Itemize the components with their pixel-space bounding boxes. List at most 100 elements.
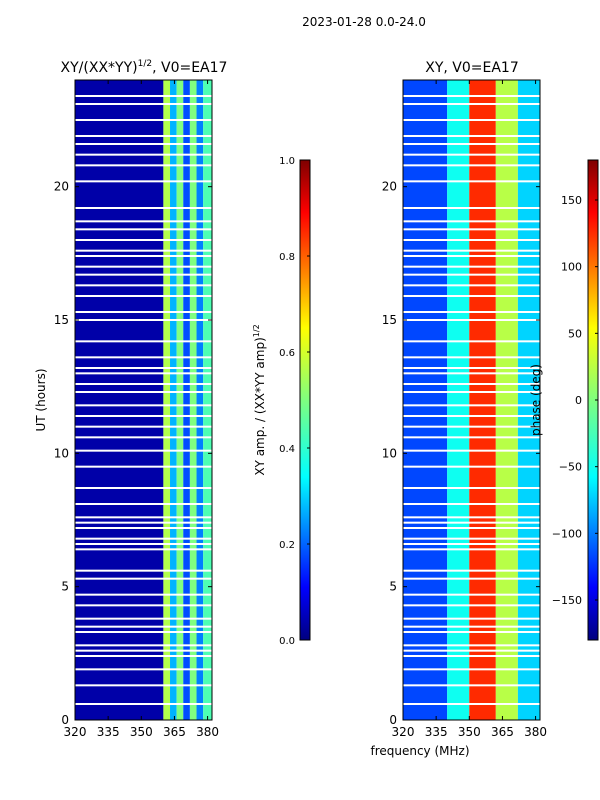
flagged-row [75, 340, 212, 343]
left-panel-title: XY/(XX*YY)1/2, V0=EA17 [61, 59, 228, 76]
heatmap-cell [203, 80, 212, 720]
flagged-row [403, 153, 540, 156]
colorbar-tick-label: 0.6 [279, 348, 295, 359]
flagged-row [403, 367, 540, 369]
left-colorbar-label: XY amp. / (XX*YY amp)1/2 [252, 324, 267, 475]
y-tick-label: 0 [389, 713, 397, 727]
flagged-row [75, 143, 212, 145]
y-tick-label: 5 [61, 580, 69, 594]
flagged-row [75, 684, 212, 687]
heatmap-cell [189, 80, 197, 720]
colorbar-tick-label: 150 [561, 194, 582, 207]
flagged-row [403, 436, 540, 439]
flagged-row [403, 319, 540, 321]
flagged-row [75, 703, 212, 705]
x-tick-label: 320 [64, 725, 87, 739]
flagged-row [75, 164, 212, 167]
flagged-row [75, 604, 212, 607]
flagged-row [75, 295, 212, 297]
x-tick-label: 350 [130, 725, 153, 739]
flagged-row [75, 220, 212, 223]
right-colorbar: −150 −100 −50 0 50 100 150 phase (deg) [529, 159, 599, 641]
colorbar-tick-label: 0 [575, 394, 582, 407]
flagged-row [403, 521, 540, 524]
flagged-row [75, 548, 212, 551]
left-colorbar: 0.0 0.2 0.4 0.6 0.8 1.0 XY amp. / (XX*YY amp)… [252, 156, 311, 647]
flagged-row [75, 449, 212, 452]
flagged-row [403, 655, 540, 657]
flagged-row [75, 617, 212, 620]
flagged-row [403, 593, 540, 596]
colorbar-tick-label: 0.0 [279, 636, 295, 647]
flagged-row [403, 135, 540, 137]
flagged-row [75, 207, 212, 209]
left-plot-frame [74, 79, 213, 721]
flagged-row [403, 644, 540, 647]
left-flagged-rows [75, 95, 212, 705]
colorbar-tick-label: 100 [561, 261, 582, 274]
flagged-row [403, 356, 540, 359]
flagged-row [75, 153, 212, 156]
colorbar-tick-label: 0.8 [279, 252, 295, 263]
x-tick-label: 335 [425, 725, 448, 739]
flagged-row [75, 383, 212, 385]
flagged-row [403, 249, 540, 252]
heatmap-cell [176, 80, 184, 720]
flagged-row [75, 569, 212, 572]
flagged-row [75, 668, 212, 671]
heatmap-cell [75, 80, 164, 720]
flagged-row [75, 311, 212, 313]
flagged-row [403, 487, 540, 489]
heatmap-cell [403, 80, 448, 720]
heatmap-cell [183, 80, 190, 720]
flagged-row [403, 577, 540, 580]
left-y-axis: 0 5 10 15 20 [54, 180, 212, 727]
flagged-row [403, 103, 540, 105]
right-plot-frame [402, 79, 541, 721]
flagged-row [403, 527, 540, 529]
flagged-row [75, 649, 212, 652]
right-flagged-rows [403, 95, 540, 705]
flagged-row [75, 521, 212, 524]
colorbar-tick-label: −50 [559, 461, 582, 474]
flagged-row [75, 516, 212, 519]
flagged-row [75, 415, 212, 417]
heatmap-cell [469, 80, 496, 720]
flagged-row [75, 265, 212, 268]
y-tick-label: 10 [382, 446, 397, 460]
flagged-row [75, 644, 212, 647]
flagged-row [403, 503, 540, 505]
flagged-row [75, 372, 212, 375]
right-y-axis: 0 5 10 15 20 [382, 180, 540, 727]
colorbar-tick-label: 1.0 [279, 156, 295, 167]
flagged-row [403, 228, 540, 231]
colorbar-tick-label: 50 [568, 327, 582, 340]
left-colorbar-gradient [299, 159, 311, 641]
flagged-row [403, 617, 540, 620]
x-tick-label: 350 [458, 725, 481, 739]
flagged-row [75, 436, 212, 439]
flagged-row [403, 273, 540, 276]
flagged-row [403, 625, 540, 628]
flagged-row [75, 425, 212, 428]
flagged-row [403, 340, 540, 343]
flagged-row [403, 143, 540, 145]
y-tick-label: 5 [389, 580, 397, 594]
flagged-row [75, 319, 212, 321]
flagged-row [403, 265, 540, 268]
flagged-row [75, 593, 212, 596]
y-tick-label: 10 [54, 446, 69, 460]
left-y-axis-label: UT (hours) [34, 368, 48, 431]
left-heatmap [75, 80, 212, 720]
flagged-row [403, 372, 540, 375]
flagged-row [75, 273, 212, 276]
flagged-row [75, 249, 212, 252]
flagged-row [403, 95, 540, 97]
y-tick-label: 0 [61, 713, 69, 727]
flagged-row [75, 255, 212, 257]
flagged-row [75, 119, 212, 121]
figure-suptitle: 2023-01-28 0.0-24.0 [302, 15, 426, 29]
flagged-row [403, 516, 540, 519]
left-x-axis: 320 335 350 365 380 [64, 80, 219, 739]
